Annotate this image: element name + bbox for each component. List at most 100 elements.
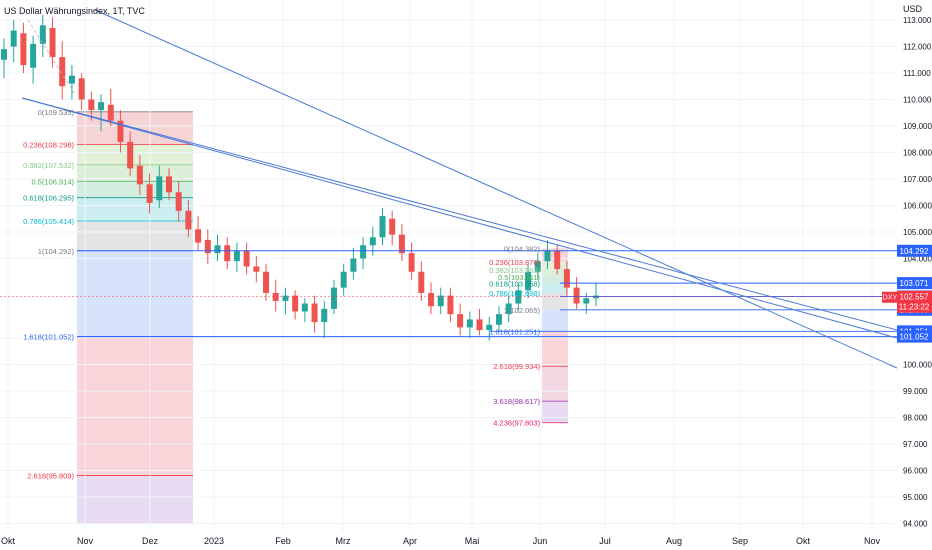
time-tick-label: Sep xyxy=(732,536,748,546)
symbol-label: DXY xyxy=(883,295,898,302)
candle-body xyxy=(78,78,85,100)
fib-zone-right xyxy=(542,366,568,402)
price-tick-label: 97.000 xyxy=(903,440,928,449)
candle-body xyxy=(389,218,396,235)
candle-body xyxy=(398,234,405,254)
candle-body xyxy=(360,245,367,259)
candle-body xyxy=(379,216,386,238)
candle-body xyxy=(495,314,502,325)
fib-label-right: 0.618(103.058) xyxy=(489,279,540,288)
price-tick-label: 107.000 xyxy=(903,175,932,184)
fib-zone-right xyxy=(542,283,568,294)
price-tick-label: 98.000 xyxy=(903,414,928,423)
fib-label-right: 0.382(103.563) xyxy=(489,266,540,275)
candle-body xyxy=(185,210,192,230)
fib-label-right: 4.236(97.803) xyxy=(493,419,540,428)
fib-zone-right xyxy=(542,276,568,284)
candle-body xyxy=(272,292,279,301)
price-badge xyxy=(897,277,932,290)
candle-body xyxy=(369,237,376,246)
price-tick-label: 100.000 xyxy=(903,361,932,370)
candle-body xyxy=(476,319,483,331)
time-tick-label: Jul xyxy=(599,536,611,546)
time-tick-label: Dez xyxy=(142,536,159,546)
current-price-badge xyxy=(897,290,932,313)
fib-label-left: 0.236(108.298) xyxy=(23,141,74,150)
candle-body xyxy=(486,324,493,331)
fib-label-right: 0.5(103.311) xyxy=(498,273,540,282)
candle-body xyxy=(408,253,415,272)
fib-label-right: 3.618(98.617) xyxy=(493,397,540,406)
candle-body xyxy=(563,269,570,288)
trend-line[interactable] xyxy=(21,97,898,331)
price-tick-label: 113.000 xyxy=(903,16,932,25)
price-axis[interactable]: 113.000 112.000 111.000 110.000 109.000 108.0… xyxy=(903,16,932,529)
candle-body xyxy=(554,250,561,270)
price-tick-label: 96.000 xyxy=(903,467,928,476)
fib-zone-left xyxy=(77,144,193,165)
candle-body xyxy=(175,192,182,211)
candle-body xyxy=(20,33,27,66)
candle-body xyxy=(466,319,473,328)
candle-body xyxy=(437,295,444,307)
time-tick-label: Aug xyxy=(666,536,682,546)
price-badge xyxy=(897,330,932,343)
candlestick-series xyxy=(1,14,599,341)
candle-body xyxy=(515,290,522,304)
price-tick-label: 106.000 xyxy=(903,202,932,211)
fib-zone-left xyxy=(77,475,193,524)
price-tick-label: 112.000 xyxy=(903,43,932,52)
fib-label-right: 2.618(99.934) xyxy=(493,362,540,371)
fib-zone-right xyxy=(542,293,568,310)
time-tick-label: 2023 xyxy=(204,536,224,546)
candle-body xyxy=(457,314,464,328)
trend-line[interactable] xyxy=(94,9,898,369)
candle-body xyxy=(39,25,46,44)
fib-label-left: 0.382(107.532) xyxy=(23,161,74,170)
candle-body xyxy=(107,104,114,121)
price-tick-label: 109.000 xyxy=(903,122,932,131)
trend-lines[interactable] xyxy=(0,9,898,369)
trend-line[interactable] xyxy=(21,97,898,339)
price-tick-label: 110.000 xyxy=(903,96,932,105)
fib-label-left: 0.618(106.295) xyxy=(23,194,74,203)
candle-body xyxy=(30,43,37,68)
candle-body xyxy=(534,261,541,272)
time-tick-label: Okt xyxy=(796,536,811,546)
fib-zone-left xyxy=(77,221,193,251)
candle-body xyxy=(525,271,532,291)
price-badge-label: 103.071 xyxy=(900,279,929,288)
price-badge-label: 104.292 xyxy=(900,247,929,256)
candle-body xyxy=(224,245,231,262)
candle-body xyxy=(1,49,7,60)
candle-body xyxy=(583,298,590,304)
time-tick-label: Feb xyxy=(275,536,291,546)
fib-label-right: 0.236(103.876) xyxy=(489,258,540,267)
candle-body xyxy=(68,75,75,84)
countdown-timer: 11:23:22 xyxy=(899,303,930,312)
fib-label-right: 1.618(101.251) xyxy=(489,327,540,336)
price-tick-label: 95.000 xyxy=(903,493,928,502)
candle-body xyxy=(573,287,580,304)
price-tick-label: 108.000 xyxy=(903,149,932,158)
candle-body xyxy=(59,57,66,87)
candle-body xyxy=(214,245,221,254)
fib-label-left: 0.5(106.914) xyxy=(31,177,74,186)
time-tick-label: Nov xyxy=(77,536,94,546)
fib-label-right: 1(102.065) xyxy=(504,306,541,315)
time-axis[interactable]: Okt Nov Dez 2023 Feb Mrz Apr Mai Jun Jul Aug Sep Okt… xyxy=(1,536,881,546)
candle-body xyxy=(301,303,308,312)
fib-zone-right xyxy=(542,270,568,277)
fib-label-left: 0(109.535) xyxy=(38,108,75,117)
time-tick-label: Okt xyxy=(1,536,16,546)
time-tick-label: Mrz xyxy=(336,536,351,546)
candle-body xyxy=(428,292,435,307)
candle-body xyxy=(544,250,551,262)
price-tick-label: 94.000 xyxy=(903,520,928,529)
candle-body xyxy=(88,99,95,111)
candle-body xyxy=(195,229,202,243)
candle-body xyxy=(156,176,163,201)
candle-body xyxy=(10,30,17,47)
price-badge-label: 101.052 xyxy=(900,333,929,342)
